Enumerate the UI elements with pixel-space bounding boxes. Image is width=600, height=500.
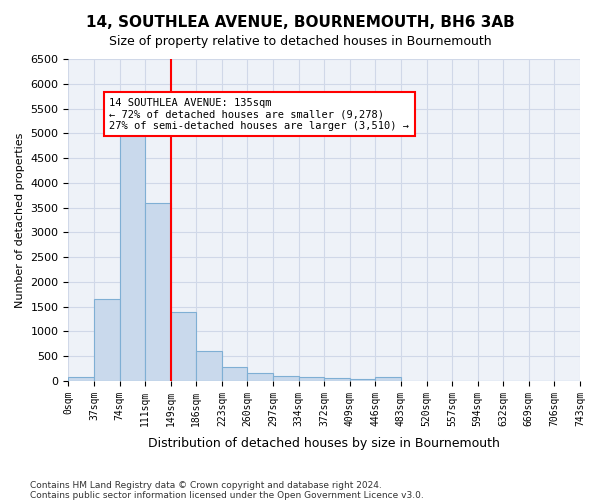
- Text: Contains public sector information licensed under the Open Government Licence v3: Contains public sector information licen…: [30, 491, 424, 500]
- Text: 14 SOUTHLEA AVENUE: 135sqm
← 72% of detached houses are smaller (9,278)
27% of s: 14 SOUTHLEA AVENUE: 135sqm ← 72% of deta…: [109, 98, 409, 131]
- Bar: [247, 374, 273, 381]
- Bar: [299, 377, 324, 381]
- Bar: [94, 299, 119, 381]
- Bar: [171, 312, 196, 381]
- Text: 14, SOUTHLEA AVENUE, BOURNEMOUTH, BH6 3AB: 14, SOUTHLEA AVENUE, BOURNEMOUTH, BH6 3A…: [86, 15, 514, 30]
- Bar: [273, 376, 299, 381]
- Bar: [350, 379, 376, 381]
- Bar: [68, 377, 94, 381]
- Text: Size of property relative to detached houses in Bournemouth: Size of property relative to detached ho…: [109, 35, 491, 48]
- Bar: [324, 378, 350, 381]
- Bar: [222, 366, 247, 381]
- Bar: [119, 131, 145, 381]
- Bar: [145, 202, 171, 381]
- Bar: [196, 350, 222, 381]
- Bar: [376, 377, 401, 381]
- X-axis label: Distribution of detached houses by size in Bournemouth: Distribution of detached houses by size …: [148, 437, 500, 450]
- Text: Contains HM Land Registry data © Crown copyright and database right 2024.: Contains HM Land Registry data © Crown c…: [30, 481, 382, 490]
- Y-axis label: Number of detached properties: Number of detached properties: [15, 132, 25, 308]
